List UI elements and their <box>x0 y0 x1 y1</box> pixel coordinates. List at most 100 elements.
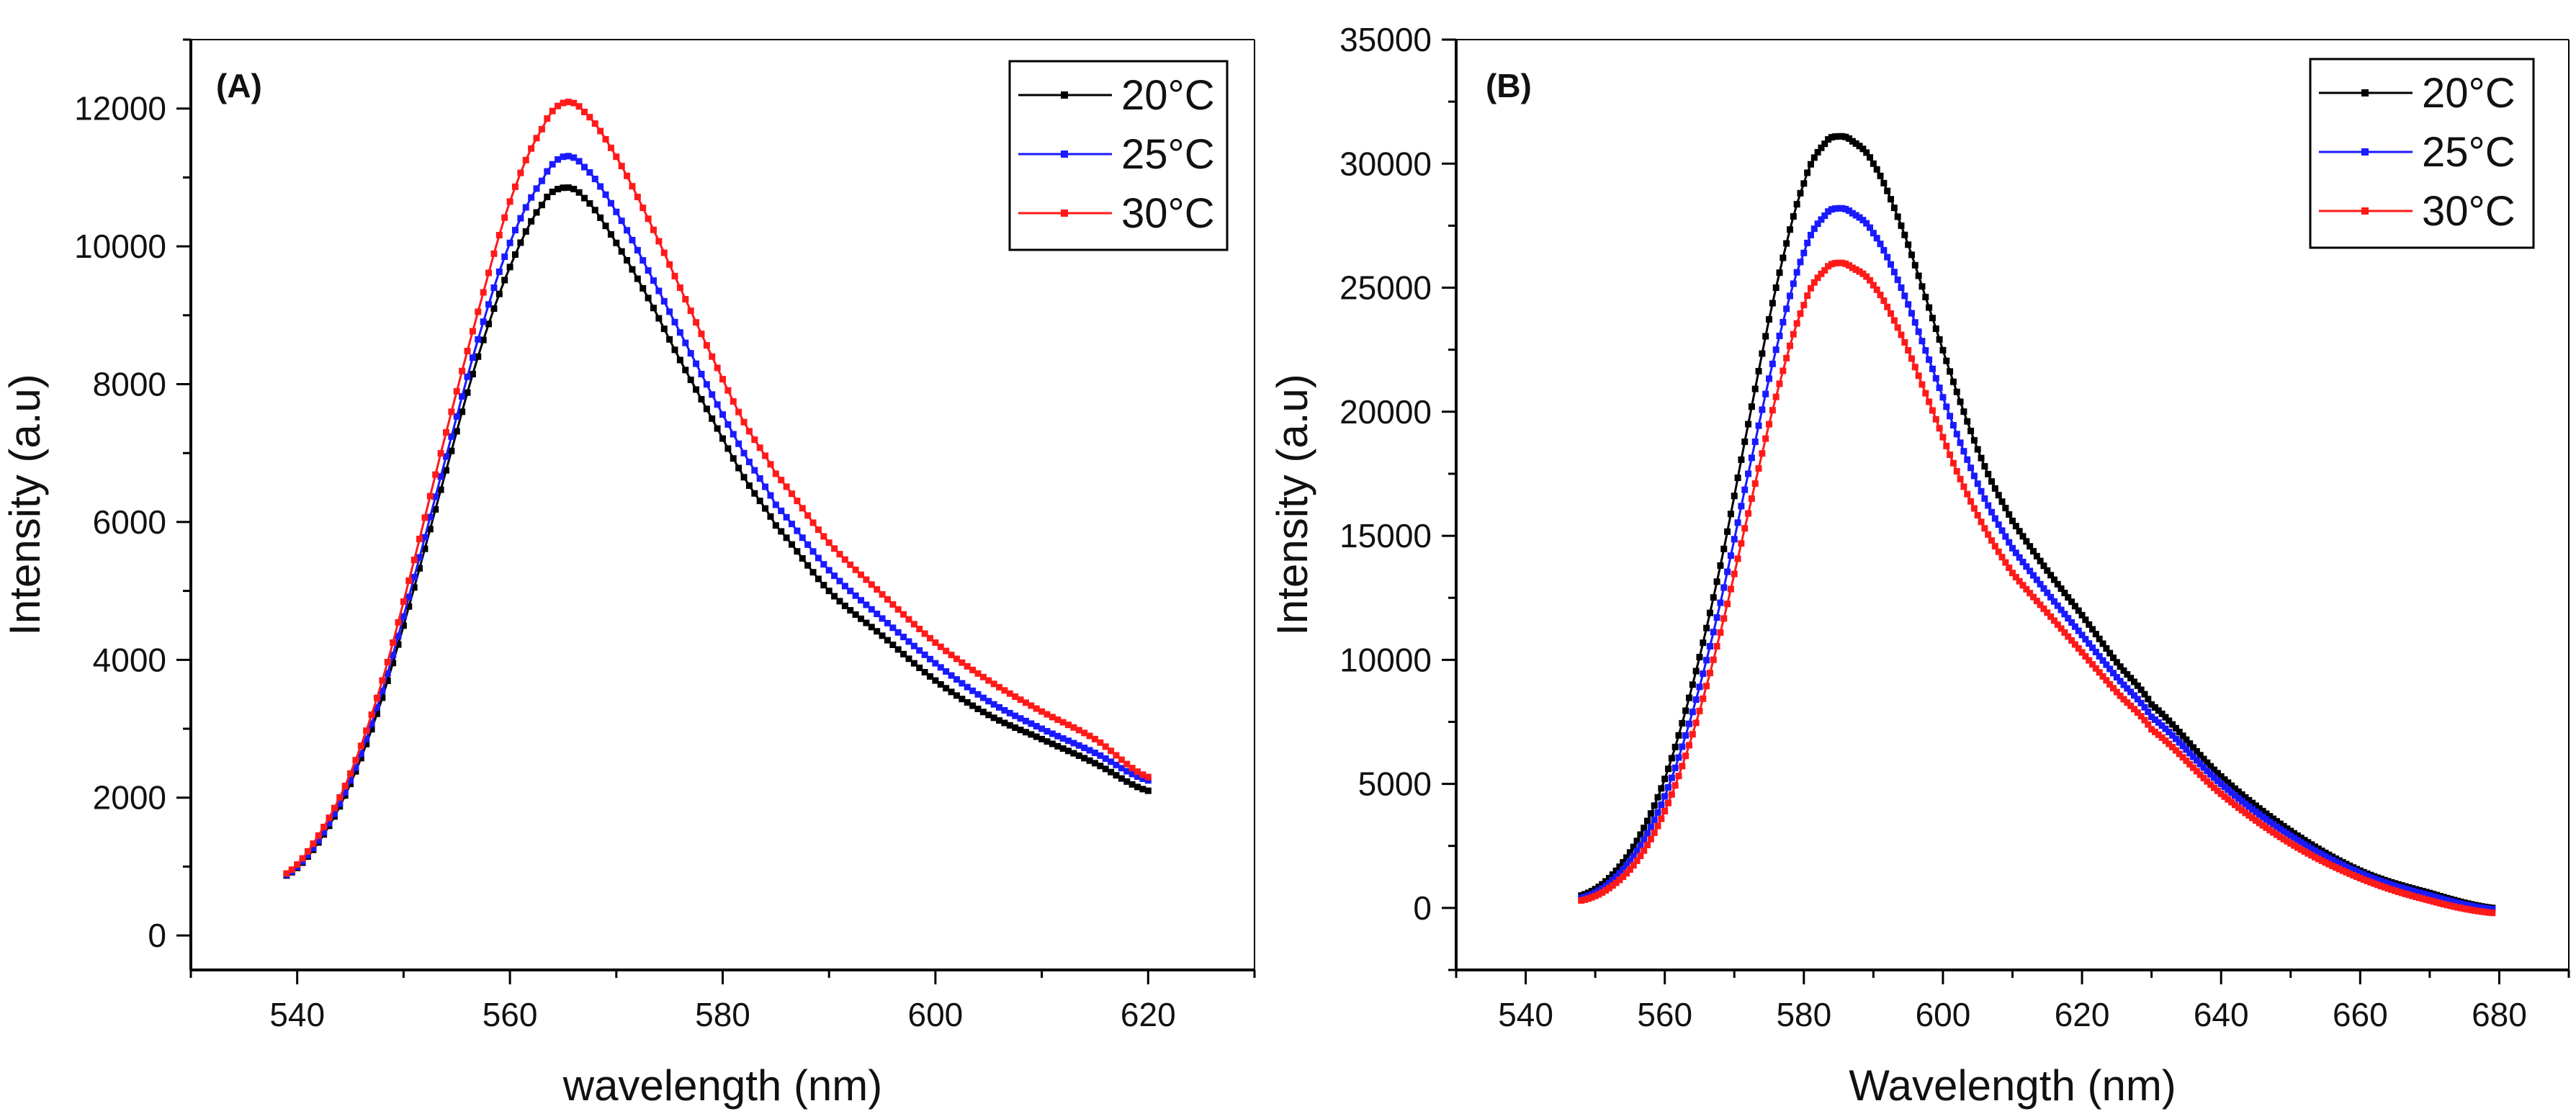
data-point <box>1738 456 1745 463</box>
data-point <box>1720 545 1728 552</box>
data-point <box>1751 385 1759 392</box>
x-axis-title: wavelength (nm) <box>562 1061 883 1110</box>
data-point <box>1623 854 1630 861</box>
data-point <box>1720 584 1728 591</box>
data-point <box>745 459 753 466</box>
data-point <box>2089 626 2096 633</box>
data-point <box>1780 254 1787 261</box>
data-point <box>2329 856 2336 863</box>
data-point <box>1731 536 1738 543</box>
data-point <box>2009 544 2016 552</box>
data-point <box>1049 730 1056 737</box>
data-point <box>2179 754 2186 761</box>
data-point <box>2016 578 2023 585</box>
data-point <box>709 353 716 360</box>
data-point <box>341 782 349 789</box>
data-point <box>549 161 556 168</box>
data-point <box>964 662 971 670</box>
y-tick-label: 12000 <box>74 90 166 127</box>
data-point <box>1001 719 1008 727</box>
data-point <box>347 770 354 777</box>
series-0 <box>1578 132 2496 912</box>
data-point <box>2096 652 2103 660</box>
data-point <box>1091 750 1098 757</box>
data-point <box>1641 824 1648 832</box>
data-point <box>2145 709 2152 716</box>
data-point <box>1821 212 1828 220</box>
data-point <box>804 562 812 569</box>
data-point <box>1612 873 1620 881</box>
data-point <box>2068 598 2075 606</box>
data-point <box>2183 736 2190 743</box>
data-point <box>2166 740 2173 747</box>
data-point <box>2103 645 2110 652</box>
data-point <box>1654 794 1661 801</box>
data-point <box>1839 132 1846 140</box>
data-point <box>698 395 705 403</box>
data-point <box>400 622 407 629</box>
data-point <box>943 685 950 692</box>
data-point <box>858 615 865 622</box>
data-point <box>575 103 583 110</box>
data-point <box>1915 328 1922 336</box>
data-point <box>453 387 460 395</box>
data-point <box>2353 868 2360 876</box>
data-point <box>1898 222 1905 229</box>
data-point <box>1102 743 1109 750</box>
data-point <box>2489 909 2496 917</box>
data-point <box>2148 701 2155 708</box>
data-point <box>501 253 508 261</box>
data-point <box>2315 845 2322 853</box>
data-point <box>602 223 609 230</box>
data-point <box>602 135 609 143</box>
data-point <box>2377 883 2384 890</box>
data-point <box>889 601 897 608</box>
data-point <box>2117 663 2124 670</box>
data-point <box>2294 844 2301 851</box>
data-point <box>990 714 997 722</box>
data-point <box>2183 758 2190 765</box>
data-point <box>549 188 556 195</box>
data-point <box>1689 709 1696 716</box>
data-point <box>310 845 317 852</box>
data-point <box>1988 478 1996 485</box>
data-point <box>693 319 700 326</box>
data-point <box>2409 887 2416 894</box>
data-point <box>1932 415 1939 423</box>
data-point <box>2124 671 2131 678</box>
data-point <box>1918 338 1926 345</box>
data-point <box>490 250 498 257</box>
data-point <box>666 336 673 343</box>
data-point <box>1086 732 1093 740</box>
data-point <box>1602 878 1610 885</box>
data-point <box>2443 896 2451 904</box>
data-point <box>852 566 859 573</box>
data-point <box>1139 776 1146 783</box>
data-point <box>1949 459 1957 467</box>
series-line <box>1581 261 2492 914</box>
data-point <box>868 581 875 588</box>
data-point <box>1595 887 1602 894</box>
data-point <box>1022 699 1029 706</box>
data-point <box>2065 633 2072 640</box>
data-point <box>2061 611 2068 618</box>
data-point <box>2148 714 2155 721</box>
data-point <box>1724 528 1731 535</box>
data-point <box>2033 576 2040 583</box>
data-point <box>2057 606 2065 614</box>
data-point <box>2335 866 2343 873</box>
data-point <box>2350 871 2357 878</box>
data-point <box>2016 528 2023 535</box>
data-point <box>1751 438 1759 445</box>
y-tick-label: 0 <box>148 917 166 954</box>
legend-swatch-marker <box>2361 148 2369 156</box>
data-point <box>1960 483 1967 490</box>
data-point <box>751 467 758 474</box>
data-point <box>1139 786 1146 793</box>
data-point <box>2423 891 2430 898</box>
data-point <box>2249 806 2256 813</box>
data-point <box>1065 747 1072 755</box>
data-point <box>1863 273 1870 280</box>
data-point <box>2124 699 2131 706</box>
data-point <box>2141 691 2148 698</box>
